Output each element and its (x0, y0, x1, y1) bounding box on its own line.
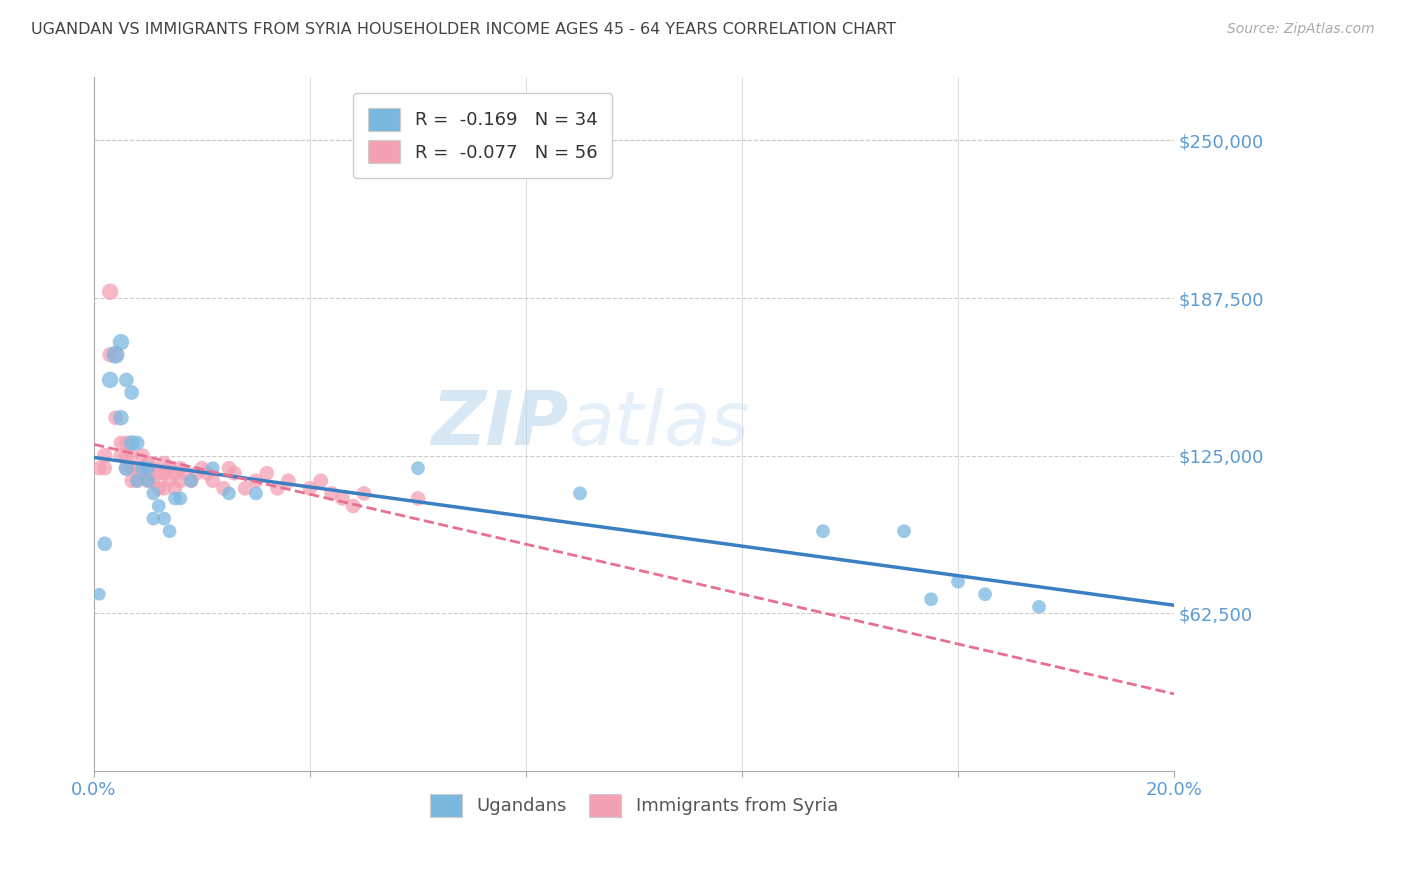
Point (266, 481, 288, 495)
Point (195, 467, 218, 481)
Point (127, 436, 149, 450)
Point (811, 524, 834, 539)
Text: atlas: atlas (569, 388, 751, 460)
Text: ZIP: ZIP (432, 387, 569, 460)
Point (309, 474, 332, 488)
Point (321, 486, 343, 500)
Point (186, 467, 208, 481)
Point (89, 587, 111, 601)
Point (974, 587, 997, 601)
Point (212, 481, 235, 495)
Point (131, 467, 153, 481)
Point (148, 499, 170, 513)
Point (115, 461, 138, 475)
Point (169, 474, 191, 488)
Point (353, 486, 375, 500)
Point (153, 456, 176, 470)
Point (121, 474, 143, 488)
Point (136, 474, 159, 488)
Point (233, 481, 256, 495)
Point (159, 461, 181, 475)
Point (93, 461, 115, 475)
Point (136, 456, 159, 470)
Point (256, 467, 278, 481)
Point (104, 348, 127, 362)
Point (180, 474, 202, 488)
Point (153, 467, 176, 481)
Point (98, 348, 121, 362)
Text: Source: ZipAtlas.com: Source: ZipAtlas.com (1227, 22, 1375, 37)
Point (121, 449, 143, 463)
Point (406, 461, 429, 475)
Point (163, 481, 186, 495)
Point (920, 592, 942, 607)
Point (110, 449, 132, 463)
Point (136, 474, 159, 488)
Point (142, 474, 165, 488)
Point (224, 467, 246, 481)
Text: UGANDAN VS IMMIGRANTS FROM SYRIA HOUSEHOLDER INCOME AGES 45 - 64 YEARS CORRELATI: UGANDAN VS IMMIGRANTS FROM SYRIA HOUSEHO… (31, 22, 896, 37)
Point (127, 474, 149, 488)
Point (342, 499, 364, 513)
Point (127, 461, 149, 475)
Point (148, 467, 170, 481)
Point (142, 461, 165, 475)
Point (201, 461, 224, 475)
Point (245, 474, 267, 488)
Point (298, 481, 321, 495)
Point (180, 474, 202, 488)
Point (110, 436, 132, 450)
Point (89, 461, 111, 475)
Point (121, 436, 143, 450)
Point (406, 491, 429, 506)
Point (163, 491, 186, 506)
Point (191, 461, 214, 475)
Point (218, 486, 240, 500)
Point (277, 474, 299, 488)
Point (98, 285, 121, 299)
Point (169, 491, 191, 506)
Point (127, 474, 149, 488)
Point (946, 574, 969, 589)
Point (153, 481, 176, 495)
Point (110, 410, 132, 425)
Point (569, 486, 592, 500)
Point (104, 410, 127, 425)
Point (201, 474, 224, 488)
Point (893, 524, 915, 539)
Point (148, 481, 170, 495)
Point (93, 537, 115, 551)
Point (163, 467, 186, 481)
Point (131, 461, 153, 475)
Point (115, 373, 138, 387)
Point (110, 335, 132, 350)
Point (98, 373, 121, 387)
Point (136, 461, 159, 475)
Point (153, 511, 176, 525)
Point (115, 449, 138, 463)
Point (142, 511, 165, 525)
Point (115, 436, 138, 450)
Point (1028, 599, 1050, 614)
Point (115, 461, 138, 475)
Point (332, 491, 354, 506)
Point (245, 486, 267, 500)
Point (159, 474, 181, 488)
Point (218, 461, 240, 475)
Point (104, 348, 127, 362)
Point (169, 461, 191, 475)
Point (159, 524, 181, 539)
Point (93, 449, 115, 463)
Point (121, 385, 143, 400)
Point (121, 461, 143, 475)
Point (174, 467, 197, 481)
Legend: Ugandans, Immigrants from Syria: Ugandans, Immigrants from Syria (423, 787, 845, 824)
Point (131, 449, 153, 463)
Point (142, 486, 165, 500)
Point (136, 467, 159, 481)
